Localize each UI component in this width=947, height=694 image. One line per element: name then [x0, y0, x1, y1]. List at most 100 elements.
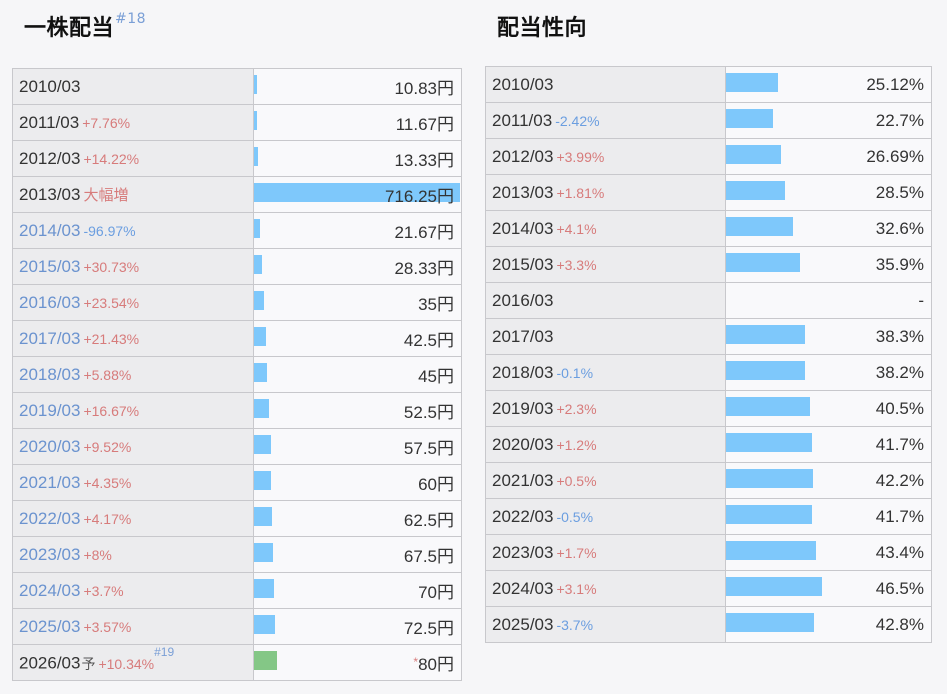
fiscal-year-label: 2016/03	[492, 290, 554, 310]
change-rate: +3.7%	[83, 582, 124, 599]
change-rate: -0.1%	[556, 364, 594, 381]
payout-bar	[726, 577, 822, 596]
payout-bar	[726, 361, 805, 380]
fiscal-year-cell: 2017/03 +21.43%	[12, 320, 254, 357]
change-rate: +23.54%	[83, 294, 140, 311]
change-rate: +1.7%	[556, 544, 597, 561]
fiscal-year-cell: 2021/03 +4.35%	[12, 464, 254, 501]
dividend-bar	[254, 255, 262, 274]
fiscal-year-label: 2010/03	[492, 74, 554, 94]
fiscal-year-cell: 2011/03 +7.76%	[12, 104, 254, 141]
dividend-value-cell: 70円	[253, 572, 462, 609]
fiscal-year-label[interactable]: 2015/03	[19, 256, 81, 276]
fiscal-year-cell: 2020/03 +9.52%	[12, 428, 254, 465]
payout-value-cell: 26.69%	[725, 138, 932, 175]
dividend-amount: 13.33円	[394, 151, 454, 170]
table-row: 2024/03 +3.7% 70円	[12, 572, 462, 609]
fiscal-year-label: 2024/03	[492, 578, 554, 598]
fiscal-year-label[interactable]: 2022/03	[19, 508, 81, 528]
change-rate: +8%	[83, 546, 112, 563]
fiscal-year-cell: 2012/03 +14.22%	[12, 140, 254, 177]
table-row: 2016/03 -	[485, 282, 932, 319]
payout-value-cell: 22.7%	[725, 102, 932, 139]
table-row: 2012/03 +14.22% 13.33円	[12, 140, 462, 177]
payout-value-cell: 38.2%	[725, 354, 932, 391]
table-row-forecast: 2026/03予 +10.34%#19 *80円	[12, 644, 462, 681]
dividend-bar	[254, 219, 260, 238]
payout-ratio-value: 22.7%	[875, 110, 924, 130]
payout-bar	[726, 469, 813, 488]
fiscal-year-label: 2021/03	[492, 470, 554, 490]
table-row: 2015/03 +3.3% 35.9%	[485, 246, 932, 283]
dividend-amount: 67.5円	[403, 547, 454, 566]
fiscal-year-label[interactable]: 2023/03	[19, 544, 81, 564]
fiscal-year-cell: 2020/03 +1.2%	[485, 426, 726, 463]
payout-ratio-value: 42.2%	[875, 470, 924, 490]
fiscal-year-label[interactable]: 2017/03	[19, 328, 81, 348]
change-rate: +0.5%	[556, 472, 597, 489]
payout-bar	[726, 613, 814, 632]
dividend-value-cell: 13.33円	[253, 140, 462, 177]
fiscal-year-label[interactable]: 2019/03	[19, 400, 81, 420]
fiscal-year-cell: 2013/03 +1.81%	[485, 174, 726, 211]
table-row: 2015/03 +30.73% 28.33円	[12, 248, 462, 285]
fiscal-year-label: 2014/03	[492, 218, 554, 238]
payout-bar	[726, 109, 773, 128]
payout-value-cell: 46.5%	[725, 570, 932, 607]
change-rate: +4.1%	[556, 220, 597, 237]
dividend-amount: 57.5円	[403, 439, 454, 458]
dividend-amount: 10.83円	[394, 79, 454, 98]
payout-bar	[726, 217, 793, 236]
payout-bar	[726, 181, 785, 200]
footnote-link[interactable]: #19	[154, 645, 175, 660]
fiscal-year-label: 2011/03	[19, 112, 80, 132]
payout-ratio-value: 41.7%	[875, 434, 924, 454]
dividend-amount: 72.5円	[403, 619, 454, 638]
dividend-value-cell: 60円	[253, 464, 462, 501]
fiscal-year-label[interactable]: 2024/03	[19, 580, 81, 600]
fiscal-year-label[interactable]: 2020/03	[19, 436, 81, 456]
fiscal-year-cell: 2022/03 -0.5%	[485, 498, 726, 535]
fiscal-year-label[interactable]: 2025/03	[19, 616, 81, 636]
payout-value-cell: 32.6%	[725, 210, 932, 247]
change-rate: +4.35%	[83, 474, 132, 491]
estimate-star: *	[413, 655, 419, 669]
change-rate: +30.73%	[83, 258, 140, 275]
fiscal-year-label: 2025/03	[492, 614, 554, 634]
change-rate: +5.88%	[83, 366, 132, 383]
payout-ratio-value: 38.2%	[875, 362, 924, 382]
table-row: 2017/03 38.3%	[485, 318, 932, 355]
dividend-bar	[254, 327, 266, 346]
dividend-amount: 28.33円	[394, 259, 454, 278]
fiscal-year-cell: 2024/03 +3.1%	[485, 570, 726, 607]
change-rate: +1.81%	[556, 184, 605, 201]
table-row: 2020/03 +1.2% 41.7%	[485, 426, 932, 463]
fiscal-year-label[interactable]: 2018/03	[19, 364, 81, 384]
change-rate: +3.57%	[83, 618, 132, 635]
title-footnote-link[interactable]: #18	[115, 10, 147, 27]
fiscal-year-cell: 2015/03 +3.3%	[485, 246, 726, 283]
fiscal-year-label: 2010/03	[19, 76, 81, 96]
fiscal-year-cell: 2011/03 -2.42%	[485, 102, 726, 139]
fiscal-year-label: 2026/03	[19, 653, 81, 673]
change-rate: +14.22%	[83, 150, 140, 167]
payout-ratio-value: 35.9%	[875, 254, 924, 274]
table-row: 2010/03 10.83円	[12, 68, 462, 105]
fiscal-year-label[interactable]: 2021/03	[19, 472, 81, 492]
dividend-amount: 52.5円	[403, 403, 454, 422]
payout-ratio-title: 配当性向	[497, 16, 588, 41]
payout-bar	[726, 253, 800, 272]
dividend-bar	[254, 363, 267, 382]
table-row: 2013/03 大幅増 716.25円	[12, 176, 462, 213]
table-row: 2019/03 +16.67% 52.5円	[12, 392, 462, 429]
fiscal-year-label[interactable]: 2016/03	[19, 292, 81, 312]
dividend-amount: 62.5円	[403, 511, 454, 530]
payout-value-cell: 28.5%	[725, 174, 932, 211]
dividend-bar	[254, 75, 257, 94]
fiscal-year-label: 2020/03	[492, 434, 554, 454]
dividend-bar	[254, 183, 460, 202]
payout-bar	[726, 505, 812, 524]
fiscal-year-cell: 2026/03予 +10.34%#19	[12, 644, 254, 681]
payout-value-cell: 38.3%	[725, 318, 932, 355]
fiscal-year-label[interactable]: 2014/03	[19, 220, 81, 240]
